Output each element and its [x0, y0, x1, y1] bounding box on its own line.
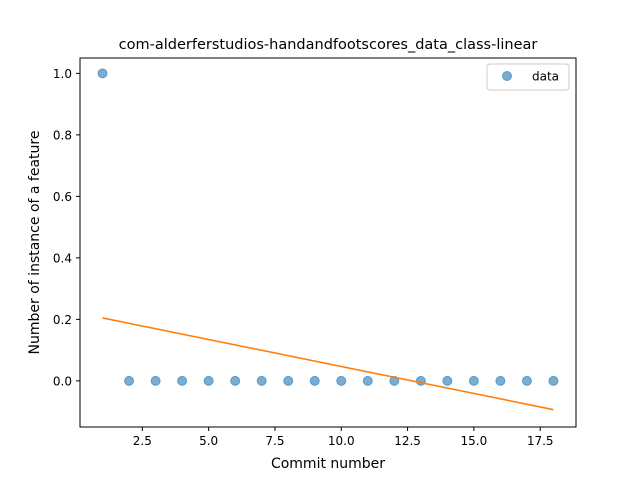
data-point: [150, 375, 161, 386]
data-point: [442, 375, 453, 386]
legend-marker-data: [502, 71, 512, 81]
data-point: [362, 375, 373, 386]
data-point: [97, 68, 108, 79]
legend-label-data: data: [532, 70, 559, 84]
data-point: [309, 375, 320, 386]
axes-frame: [79, 57, 577, 428]
y-tick-label: 0.6: [53, 190, 72, 204]
x-tick-label: 15.0: [461, 434, 488, 448]
data-point: [177, 375, 188, 386]
y-axis-ticks: 0.0 0.2 0.4 0.6 0.8 1.0: [53, 67, 80, 388]
data-point: [548, 375, 559, 386]
data-point: [468, 375, 479, 386]
y-axis-label: Number of instance of a feature: [27, 131, 43, 355]
legend: data: [486, 63, 570, 91]
data-point: [203, 375, 214, 386]
data-point: [336, 375, 347, 386]
legend-box: [486, 63, 570, 91]
x-tick-label: 17.5: [527, 434, 554, 448]
x-tick-label: 5.0: [199, 434, 218, 448]
x-tick-label: 10.0: [328, 434, 355, 448]
data-point: [230, 375, 241, 386]
y-tick-label: 0.2: [53, 313, 72, 327]
y-tick-label: 0.4: [53, 251, 72, 265]
linear-fit-line: [102, 317, 554, 411]
data-point: [521, 375, 532, 386]
x-axis-ticks: 2.5 5.0 7.5 10.0 12.5 15.0 17.5: [133, 427, 554, 448]
chart-title: com-alderferstudios-handandfootscores_da…: [119, 37, 538, 53]
data-point: [283, 375, 294, 386]
y-tick-label: 1.0: [53, 67, 72, 81]
x-axis-label: Commit number: [271, 456, 385, 472]
plot-area: [97, 68, 559, 411]
data-point: [256, 375, 267, 386]
x-tick-label: 2.5: [133, 434, 152, 448]
y-tick-label: 0.0: [53, 374, 72, 388]
data-point: [495, 375, 506, 386]
data-point: [389, 375, 400, 386]
y-tick-label: 0.8: [53, 128, 72, 142]
data-point: [124, 375, 135, 386]
x-tick-label: 12.5: [394, 434, 421, 448]
x-tick-label: 7.5: [265, 434, 284, 448]
